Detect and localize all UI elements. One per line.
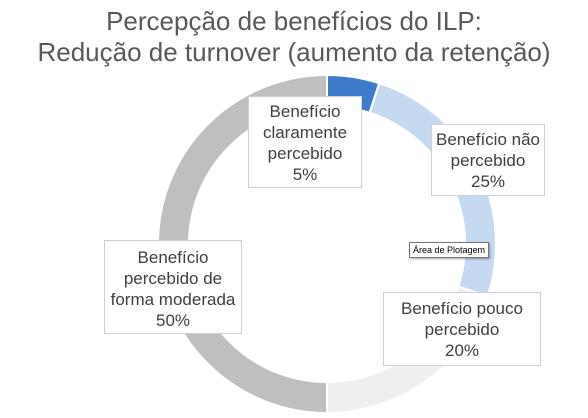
data-label-pouco-percebido[interactable]: Benefício pouco percebido 20% — [383, 292, 541, 366]
label-line: Benefício — [137, 248, 209, 267]
label-line: claramente — [262, 123, 348, 142]
label-line: Benefício não — [436, 130, 540, 149]
label-value: 50% — [155, 311, 191, 330]
chart-title-line-2: Redução de turnover (aumento da retenção… — [37, 37, 551, 67]
label-value: 20% — [444, 341, 480, 360]
label-line: Benefício — [269, 102, 341, 121]
label-line: percebido de — [123, 269, 223, 288]
plot-area-tooltip: Área de Plotagem — [409, 242, 490, 258]
label-line: Benefício pouco — [401, 299, 523, 318]
chart-title: Percepção de benefícios do ILP: Redução … — [0, 6, 588, 68]
label-line: forma moderada — [110, 290, 236, 309]
label-line: percebido — [450, 151, 526, 170]
label-line: percebido — [267, 144, 343, 163]
label-line: percebido — [424, 320, 500, 339]
label-value: 5% — [292, 165, 318, 184]
data-label-forma-moderada[interactable]: Benefício percebido de forma moderada 50… — [104, 240, 242, 334]
label-value: 25% — [470, 172, 506, 191]
data-label-nao-percebido[interactable]: Benefício não percebido 25% — [431, 124, 545, 196]
chart-title-line-1: Percepção de benefícios do ILP: — [106, 6, 482, 36]
data-label-claramente-percebido[interactable]: Benefício claramente percebido 5% — [248, 96, 362, 188]
